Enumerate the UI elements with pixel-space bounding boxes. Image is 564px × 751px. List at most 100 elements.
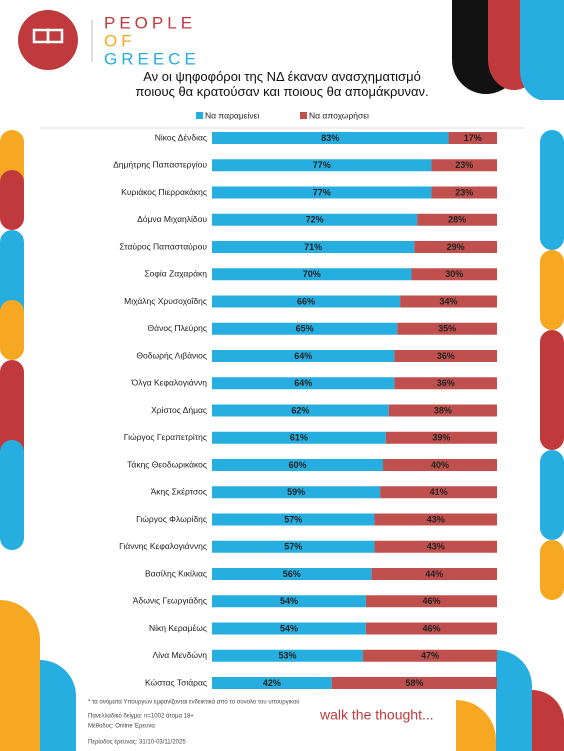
category-label: Νίκος Δένδιας <box>155 132 207 142</box>
category-label: Σταύρος Παπασταύρου <box>119 241 207 251</box>
value-label: 56% <box>283 569 301 579</box>
value-label: 54% <box>280 623 298 633</box>
category-label: Άδωνις Γεωργιάδης <box>133 596 207 606</box>
bar-segment <box>417 213 497 226</box>
category-label: Δημήτρης Παπαστεργίου <box>113 160 207 170</box>
category-label: Γιώργος Γεραπετρίτης <box>124 432 207 442</box>
value-label: 61% <box>290 433 308 443</box>
bar-segment <box>394 377 497 390</box>
value-label: 46% <box>422 596 440 606</box>
bar-segment <box>212 595 366 608</box>
bar-segment <box>212 540 375 553</box>
value-label: 23% <box>455 187 473 197</box>
value-label: 58% <box>405 678 423 688</box>
legend-label: Να παραμείνει <box>205 110 259 120</box>
brand-line: PEOPLE <box>104 13 196 32</box>
bar-segment <box>212 213 418 226</box>
bar-segment <box>212 459 383 471</box>
bar-segment <box>212 622 366 635</box>
bar-segment <box>400 295 497 308</box>
bar-segment <box>371 568 497 580</box>
bar-segment <box>414 241 497 253</box>
footnote: Περίοδος έρευνας: 31/10-03/11/2025 <box>88 739 186 746</box>
category-label: Γιώργος Φλωρίδης <box>136 514 207 524</box>
category-label: Κυριάκος Πιερρακάκης <box>121 187 207 197</box>
value-label: 41% <box>430 487 448 497</box>
category-label: Κώστας Τσιάρας <box>145 677 207 687</box>
category-label: Σοφία Ζαχαράκη <box>144 269 207 279</box>
bar-segment <box>431 186 497 199</box>
value-label: 38% <box>434 405 452 415</box>
category-label: Θοδωρής Λιβάνιος <box>136 350 207 360</box>
value-label: 57% <box>284 542 302 552</box>
value-label: 46% <box>422 623 440 633</box>
value-label: 64% <box>294 378 312 388</box>
brand-line: GREECE <box>104 49 200 68</box>
value-label: 17% <box>464 133 482 143</box>
value-label: 35% <box>438 324 456 334</box>
bar-segment <box>365 622 497 635</box>
value-label: 34% <box>440 296 458 306</box>
value-label: 77% <box>313 187 331 197</box>
bar-segment <box>331 677 497 689</box>
bar-segment <box>394 350 497 362</box>
bar-segment <box>385 431 497 444</box>
brand-line: OF <box>104 31 136 50</box>
value-label: 72% <box>306 215 324 225</box>
bar-segment <box>431 159 497 172</box>
value-label: 60% <box>288 460 306 470</box>
legend-swatch <box>300 112 307 119</box>
bar-segment <box>212 132 449 144</box>
value-label: 77% <box>313 160 331 170</box>
value-label: 36% <box>437 351 455 361</box>
category-label: Χρίστος Δήμας <box>151 405 207 415</box>
value-label: 65% <box>296 324 314 334</box>
category-label: Άκης Σκέρτσος <box>151 487 207 497</box>
value-label: 53% <box>279 651 297 661</box>
bar-segment <box>212 295 401 308</box>
bar-segment <box>383 459 497 471</box>
category-label: Όλγα Κεφαλογιάννη <box>131 378 208 388</box>
bar-segment <box>380 486 497 499</box>
category-label: Τάκης Θεοδωρικάκος <box>127 459 207 469</box>
footnote: Μέθοδος: Online Έρευνα <box>88 723 155 730</box>
value-label: 71% <box>304 242 322 252</box>
category-label: Βασίλης Κικίλιας <box>145 568 207 578</box>
bar-segment <box>212 241 415 253</box>
value-label: 36% <box>437 378 455 388</box>
category-label: Λίνα Μενδώνη <box>152 650 207 660</box>
bar-segment <box>397 322 497 335</box>
bar-segment <box>212 159 432 172</box>
value-label: 70% <box>303 269 321 279</box>
bar-segment <box>365 595 497 608</box>
category-label: Νίκη Κεραμέως <box>149 623 207 633</box>
bar-segment <box>212 404 389 417</box>
value-label: 83% <box>321 133 339 143</box>
value-label: 44% <box>425 569 443 579</box>
bar-segment <box>212 268 412 281</box>
value-label: 43% <box>427 514 445 524</box>
bar-segment <box>388 404 497 417</box>
bar-segment <box>363 649 497 662</box>
value-label: 64% <box>294 351 312 361</box>
legend-label: Να αποχωρήσει <box>309 110 369 120</box>
value-label: 29% <box>447 242 465 252</box>
category-label: Δόμνα Μιχαηλίδου <box>137 214 207 224</box>
bar-segment <box>374 513 497 526</box>
bar-segment <box>411 268 497 281</box>
value-label: 57% <box>284 514 302 524</box>
bar-segment <box>212 377 395 390</box>
bar-segment <box>374 540 497 553</box>
category-label: Μιχάλης Χρυσοχοΐδης <box>124 296 207 306</box>
value-label: 47% <box>421 651 439 661</box>
value-label: 54% <box>280 596 298 606</box>
value-label: 39% <box>432 433 450 443</box>
bar-segment <box>212 568 372 580</box>
footnote: * τα ονόματα Υπουργών εμφανίζονται ενδει… <box>88 699 300 706</box>
bar-segment <box>212 322 398 335</box>
bar-segment <box>212 486 381 499</box>
footnote: Πανελλαδικό δείγμα: n=1002 άτομα 18+ <box>88 713 194 720</box>
